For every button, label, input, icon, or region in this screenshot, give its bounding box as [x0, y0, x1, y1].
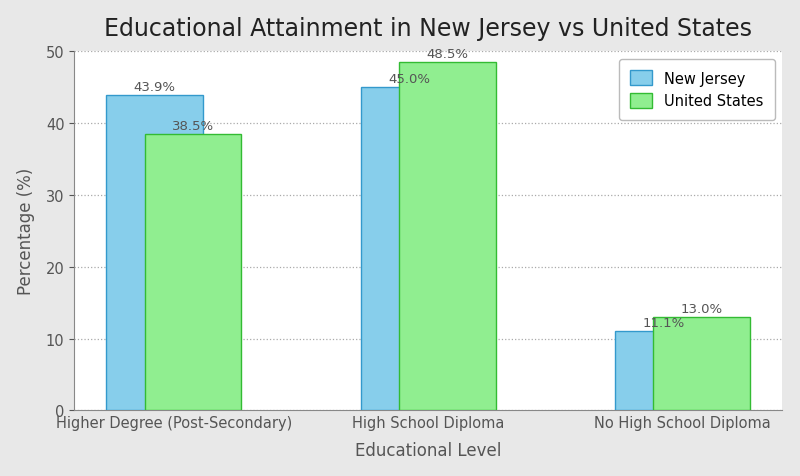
Bar [654, 317, 750, 410]
Text: 43.9%: 43.9% [134, 81, 176, 94]
Text: 13.0%: 13.0% [681, 302, 722, 315]
Legend: New Jersey, United States: New Jersey, United States [618, 60, 775, 121]
Text: 38.5%: 38.5% [172, 119, 214, 132]
Bar [361, 88, 458, 410]
Text: 11.1%: 11.1% [642, 316, 685, 329]
Text: 48.5%: 48.5% [426, 48, 468, 61]
X-axis label: Educational Level: Educational Level [355, 441, 502, 459]
Bar [106, 96, 203, 410]
Title: Educational Attainment in New Jersey vs United States: Educational Attainment in New Jersey vs … [104, 17, 752, 40]
Y-axis label: Percentage (%): Percentage (%) [17, 168, 34, 295]
Text: 45.0%: 45.0% [388, 73, 430, 86]
Bar [399, 63, 496, 410]
Bar [615, 331, 712, 410]
Bar [145, 135, 242, 410]
